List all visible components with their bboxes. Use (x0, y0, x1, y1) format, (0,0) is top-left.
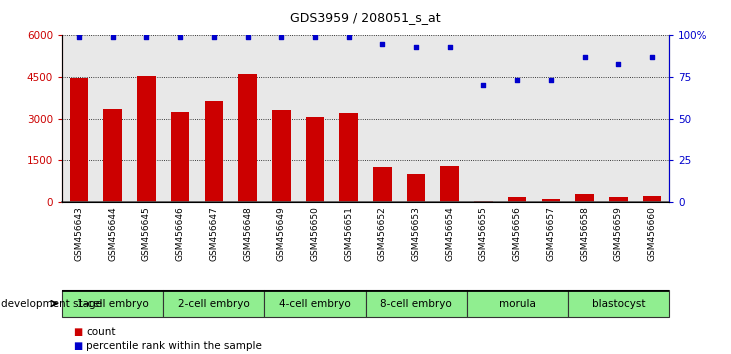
Bar (272, 110, 290, 202)
Point (107, 34, 118, 40)
Point (309, 34, 321, 40)
Point (73, 34, 85, 40)
Text: GSM456653: GSM456653 (412, 206, 420, 261)
Text: GSM456659: GSM456659 (614, 206, 623, 261)
Bar (474, 201, 493, 202)
Text: count: count (86, 327, 115, 337)
Point (242, 34, 254, 40)
Bar (137, 76, 156, 202)
Text: GSM456655: GSM456655 (479, 206, 488, 261)
Point (410, 44, 422, 50)
Bar (508, 197, 526, 202)
Bar (366, 290, 466, 317)
Point (140, 34, 152, 40)
Text: GSM456651: GSM456651 (344, 206, 353, 261)
Bar (609, 197, 628, 202)
Bar (643, 195, 662, 202)
Point (343, 34, 355, 40)
Bar (373, 167, 392, 202)
Point (276, 34, 287, 40)
Text: GSM456650: GSM456650 (311, 206, 319, 261)
Text: GSM456656: GSM456656 (512, 206, 522, 261)
Point (444, 44, 455, 50)
Text: GSM456646: GSM456646 (175, 206, 185, 261)
Text: percentile rank within the sample: percentile rank within the sample (86, 341, 262, 351)
Text: ■: ■ (73, 327, 83, 337)
Point (579, 54, 591, 60)
Bar (568, 290, 669, 317)
Point (376, 41, 388, 46)
Text: development stage: development stage (1, 298, 102, 309)
Text: GSM456648: GSM456648 (243, 206, 252, 261)
Bar (306, 117, 325, 202)
Bar (265, 290, 366, 317)
Bar (171, 112, 189, 202)
Text: morula: morula (499, 298, 536, 309)
Text: GSM456649: GSM456649 (277, 206, 286, 261)
Bar (163, 290, 265, 317)
Bar (205, 101, 223, 202)
Text: 4-cell embryo: 4-cell embryo (279, 298, 351, 309)
Bar (62, 290, 163, 317)
Bar (406, 174, 425, 202)
Text: GSM456657: GSM456657 (546, 206, 556, 261)
Text: GSM456645: GSM456645 (142, 206, 151, 261)
Bar (466, 290, 568, 317)
Bar (339, 113, 358, 202)
Bar (69, 78, 88, 202)
Text: 2-cell embryo: 2-cell embryo (178, 298, 250, 309)
Bar (542, 199, 560, 202)
Text: GSM456654: GSM456654 (445, 206, 454, 261)
Point (477, 82, 489, 88)
Bar (238, 74, 257, 202)
Text: GSM456644: GSM456644 (108, 206, 117, 261)
Text: GSM456658: GSM456658 (580, 206, 589, 261)
Text: GSM456643: GSM456643 (75, 206, 83, 261)
Bar (441, 166, 459, 202)
Bar (575, 194, 594, 202)
Text: GSM456660: GSM456660 (648, 206, 656, 261)
Text: ■: ■ (73, 341, 83, 351)
Text: GSM456652: GSM456652 (378, 206, 387, 261)
Text: 8-cell embryo: 8-cell embryo (380, 298, 452, 309)
Point (646, 54, 658, 60)
Text: GDS3959 / 208051_s_at: GDS3959 / 208051_s_at (290, 11, 441, 24)
Point (208, 34, 219, 40)
Text: blastocyst: blastocyst (591, 298, 645, 309)
Point (545, 78, 557, 83)
Bar (103, 109, 122, 202)
Point (613, 61, 624, 67)
Text: 1-cell embryo: 1-cell embryo (77, 298, 148, 309)
Point (511, 78, 523, 83)
Point (174, 34, 186, 40)
Text: GSM456647: GSM456647 (209, 206, 219, 261)
